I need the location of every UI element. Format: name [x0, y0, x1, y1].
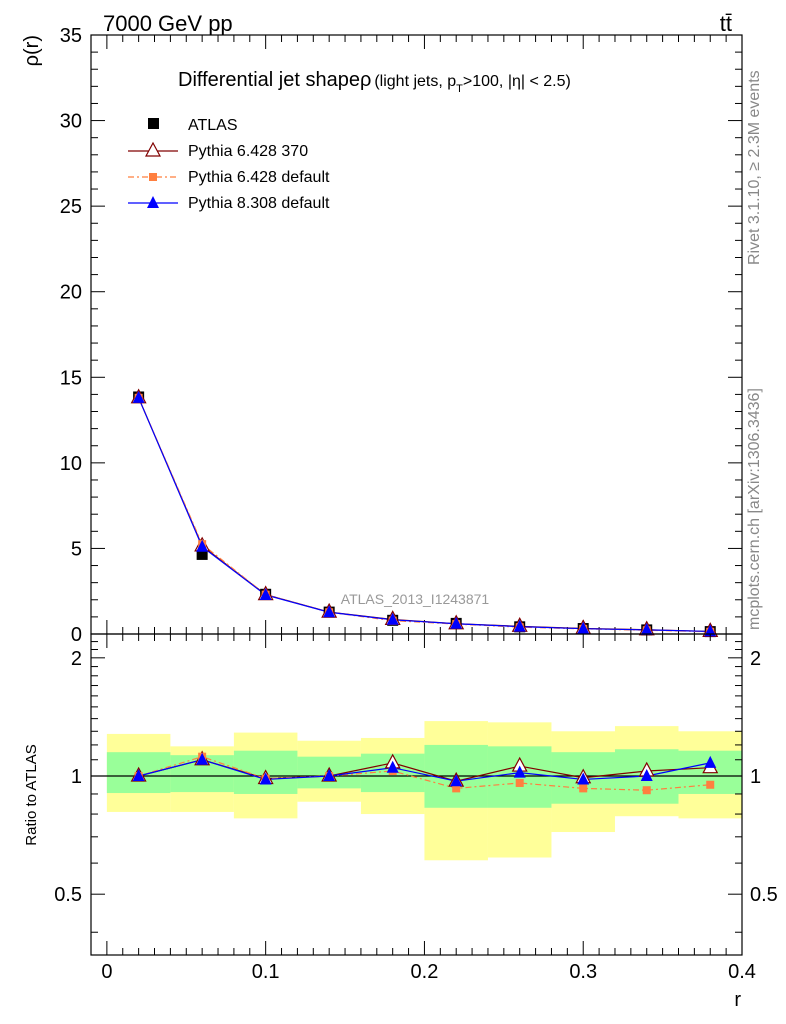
main-axis-ticks [91, 34, 743, 635]
main-title-subscript: T [456, 83, 463, 95]
main-point-p8_default [259, 587, 272, 600]
ratio-line-p6_default [138, 756, 711, 791]
header-energy-label: 7000 GeV pp [103, 11, 233, 36]
x-tick-labels: 0 0.1 0.2 0.3 0.4 [101, 961, 756, 983]
legend-label-atlas: ATLAS [188, 117, 238, 134]
main-point-p8_default [577, 621, 590, 634]
ratio-plot-frame [90, 633, 743, 956]
main-line-p8_default [138, 397, 711, 633]
legend-marker-p6-370 [144, 141, 162, 157]
main-y-tick-labels: 0 5 10 15 20 25 30 35 [60, 25, 82, 646]
ratio-point-p8_default [386, 760, 399, 773]
main-y-tick-label: 15 [60, 367, 82, 389]
ratio-point-p6_default [579, 784, 588, 793]
rivet-version-label: Rivet 3.1.10, ≥ 2.3M events [746, 70, 763, 265]
main-point-p8_default [196, 539, 209, 552]
legend-label-p6-370: Pythia 6.428 370 [188, 143, 308, 160]
ratio-point-p8_default [259, 772, 272, 785]
ratio-point-p8_default [323, 769, 336, 782]
main-point-p8_default [513, 619, 526, 632]
legend: ATLAS Pythia 6.428 370 Pythia 6.428 defa… [128, 117, 330, 212]
x-tick-label: 0 [101, 961, 112, 983]
mcplots-label: mcplots.cern.ch [arXiv:1306.3436] [746, 388, 763, 630]
ratio-y-tick-label-right: 2 [750, 648, 761, 670]
main-title-sub-suffix: >100, |η| < 2.5) [463, 73, 571, 90]
main-point-p8_default [450, 616, 463, 629]
ratio-y-tick-label: 2 [71, 648, 82, 670]
x-axis-label: r [734, 989, 741, 1011]
main-y-tick-label: 10 [60, 453, 82, 475]
main-point-p8_default [132, 390, 145, 403]
legend-marker-p8-default [147, 196, 159, 208]
main-y-tick-label: 0 [71, 624, 82, 646]
ratio-point-p8_default [513, 765, 526, 778]
ratio-point-p6_default [706, 780, 715, 789]
main-series [130, 388, 719, 638]
main-title: Differential jet shapeρ (light jets, pT>1… [178, 69, 571, 95]
header-process-label: tt̄ [720, 11, 732, 36]
ratio-line-p8_default [138, 759, 711, 782]
ratio-y-tick-labels: 0.5 0.5 1 1 2 2 [54, 648, 778, 906]
ratio-y-tick-label: 0.5 [54, 884, 82, 906]
x-tick-label: 0.2 [411, 961, 439, 983]
legend-marker-atlas [148, 118, 159, 129]
main-y-axis-label: ρ(r) [21, 35, 43, 66]
ratio-point-p8_default [577, 772, 590, 785]
main-point-atlas [196, 548, 208, 560]
legend-label-p8-default: Pythia 8.308 default [188, 195, 330, 212]
main-point-p8_default [386, 612, 399, 625]
ratio-y-tick-label-right: 1 [750, 766, 761, 788]
ratio-point-p8_default [704, 755, 717, 768]
main-y-tick-label: 30 [60, 111, 82, 133]
ratio-y-tick-label-right: 0.5 [750, 884, 778, 906]
main-y-tick-label: 25 [60, 196, 82, 218]
main-y-tick-label: 20 [60, 282, 82, 304]
main-title-text: Differential jet shapeρ [178, 69, 371, 91]
ratio-series [91, 750, 742, 795]
ratio-point-p6_default [452, 784, 461, 793]
main-point-p8_default [323, 605, 336, 618]
ratio-point-p8_default [640, 769, 653, 782]
ratio-point-p6_default [515, 778, 524, 787]
x-tick-label: 0.4 [728, 961, 756, 983]
legend-marker-p6-default [149, 173, 157, 181]
main-point-p8_default [640, 622, 653, 635]
legend-label-p6-default: Pythia 6.428 default [188, 169, 330, 186]
x-tick-label: 0.3 [569, 961, 597, 983]
ratio-y-axis-label: Ratio to ATLAS [23, 744, 40, 845]
ratio-point-p6_default [642, 786, 651, 795]
main-y-tick-label: 5 [71, 538, 82, 560]
main-y-tick-label: 35 [60, 25, 82, 47]
analysis-watermark: ATLAS_2013_I1243871 [341, 591, 490, 607]
ratio-point-p8_default [450, 774, 463, 787]
x-tick-label: 0.1 [252, 961, 280, 983]
ratio-point-p8_default [196, 752, 209, 765]
ratio-y-tick-label: 1 [71, 766, 82, 788]
ratio-axis-ticks [91, 634, 743, 955]
main-title-sub-prefix: (light jets, p [374, 73, 456, 90]
ratio-point-p8_default [132, 769, 145, 782]
